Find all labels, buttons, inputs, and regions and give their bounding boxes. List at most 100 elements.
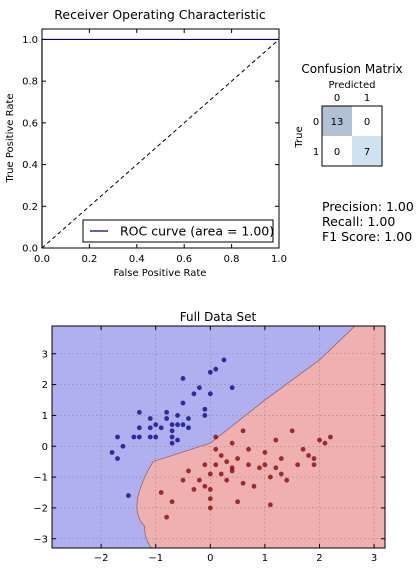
class0-point bbox=[169, 434, 175, 440]
scatter-plot-frame bbox=[51, 325, 386, 549]
class1-point bbox=[267, 502, 273, 508]
class0-point bbox=[169, 428, 175, 434]
class1-point bbox=[328, 434, 333, 440]
confusion-col-label-0: 0 bbox=[334, 93, 340, 104]
class1-point bbox=[207, 496, 213, 502]
class0-point bbox=[126, 493, 131, 498]
class0-point bbox=[120, 443, 126, 449]
class0-point bbox=[115, 456, 120, 461]
class0-point bbox=[164, 409, 170, 415]
confusion-cell-1-1 bbox=[352, 136, 382, 166]
class1-point bbox=[235, 456, 241, 461]
class0-point bbox=[186, 416, 191, 421]
confusion-col-label-1: 1 bbox=[364, 93, 370, 104]
class0-point bbox=[180, 400, 186, 406]
class0-point bbox=[164, 416, 170, 421]
class1-point bbox=[229, 468, 235, 474]
class0-point bbox=[207, 369, 213, 375]
confusion-cell-1-0 bbox=[322, 136, 352, 166]
roc-xtick-label: 0.2 bbox=[81, 254, 97, 265]
class1-point bbox=[284, 477, 290, 483]
class1-point bbox=[306, 453, 311, 458]
class1-point bbox=[317, 437, 322, 443]
confusion-value-1-1: 7 bbox=[364, 147, 370, 158]
class0-point bbox=[131, 434, 137, 440]
class1-point bbox=[300, 446, 306, 452]
confusion-value-0-1: 0 bbox=[364, 117, 370, 128]
class1-point bbox=[240, 480, 246, 486]
class1-point bbox=[164, 514, 170, 520]
class0-point bbox=[202, 413, 208, 418]
scatter-ytick-label: 2 bbox=[42, 380, 48, 391]
class0-point bbox=[191, 391, 197, 397]
roc-ytick-label: 0.4 bbox=[22, 160, 38, 171]
class1-point bbox=[262, 462, 268, 468]
class1-point bbox=[196, 477, 202, 483]
confusion-matrix: Confusion Matrix Predicted 0 1 True 0 1 … bbox=[294, 62, 403, 167]
class0-point bbox=[180, 422, 186, 428]
scatter-points bbox=[109, 357, 333, 520]
class0-point bbox=[207, 391, 213, 397]
class1-point bbox=[207, 471, 213, 477]
scatter-xtick-label: 2 bbox=[316, 553, 322, 564]
roc-chart: Receiver Operating Characteristic 0.0 0.2… bbox=[5, 7, 287, 279]
scatter-title: Full Data Set bbox=[180, 310, 257, 324]
class0-point bbox=[147, 416, 153, 421]
class1-point bbox=[278, 471, 284, 477]
roc-xtick-label: 0.4 bbox=[129, 254, 145, 265]
class0-point bbox=[153, 434, 159, 440]
roc-ytick-label: 0.8 bbox=[22, 77, 38, 88]
roc-title: Receiver Operating Characteristic bbox=[54, 7, 266, 22]
class1-point bbox=[202, 462, 208, 468]
class0-point bbox=[169, 440, 175, 446]
class1-point bbox=[180, 477, 186, 483]
confusion-value-1-0: 0 bbox=[334, 147, 340, 158]
roc-ytick-label: 0.6 bbox=[22, 118, 38, 129]
class0-point bbox=[175, 413, 180, 418]
class0-point bbox=[115, 434, 120, 440]
roc-xlabel: False Positive Rate bbox=[114, 268, 207, 279]
class1-point bbox=[224, 477, 230, 483]
confusion-row-label-1: 1 bbox=[313, 147, 319, 158]
class0-point bbox=[136, 425, 142, 431]
scatter-xtick-label: 0 bbox=[207, 553, 213, 564]
class1-point bbox=[186, 468, 191, 474]
class0-point bbox=[153, 422, 159, 428]
scatter-ytick-label: −1 bbox=[33, 473, 48, 484]
scatter-ytick-label: 1 bbox=[42, 411, 48, 422]
scatter-ytick-label: −3 bbox=[33, 534, 48, 545]
class0-point bbox=[221, 357, 227, 363]
class1-point bbox=[246, 462, 251, 468]
class1-point bbox=[169, 499, 175, 505]
confusion-value-0-0: 13 bbox=[331, 117, 344, 128]
class1-point bbox=[295, 462, 301, 468]
class1-point bbox=[251, 483, 257, 489]
class1-point bbox=[218, 453, 224, 458]
f1-score-text: F1 Score: 1.00 bbox=[322, 229, 413, 244]
class0-point bbox=[180, 376, 186, 381]
class1-point bbox=[311, 462, 317, 468]
class1-point bbox=[229, 440, 235, 446]
class1-point bbox=[213, 462, 219, 468]
scatter-ytick-label: 0 bbox=[42, 442, 48, 453]
class1-region bbox=[136, 326, 385, 548]
roc-chance-line bbox=[41, 39, 280, 249]
confusion-xlabel: Predicted bbox=[329, 80, 376, 91]
scatter-xtick-label: −2 bbox=[94, 553, 109, 564]
roc-ytick-label: 0.0 bbox=[22, 244, 38, 255]
class1-point bbox=[224, 459, 230, 465]
class0-point bbox=[109, 450, 115, 455]
class1-point bbox=[267, 474, 273, 480]
roc-xtick-label: 0.8 bbox=[224, 254, 240, 265]
scatter-ytick-label: −2 bbox=[33, 503, 48, 514]
scatter-ticks: −2 −1 0 1 2 3 −3 −2 −1 0 1 2 3 bbox=[33, 326, 385, 564]
class0-point bbox=[136, 434, 142, 440]
class0-point bbox=[147, 425, 153, 431]
class1-point bbox=[273, 437, 279, 443]
class1-point bbox=[322, 440, 328, 446]
precision-text: Precision: 1.00 bbox=[322, 199, 414, 214]
class1-point bbox=[240, 428, 246, 434]
class1-point bbox=[246, 446, 251, 452]
class1-point bbox=[202, 483, 208, 489]
class0-point bbox=[186, 425, 191, 431]
